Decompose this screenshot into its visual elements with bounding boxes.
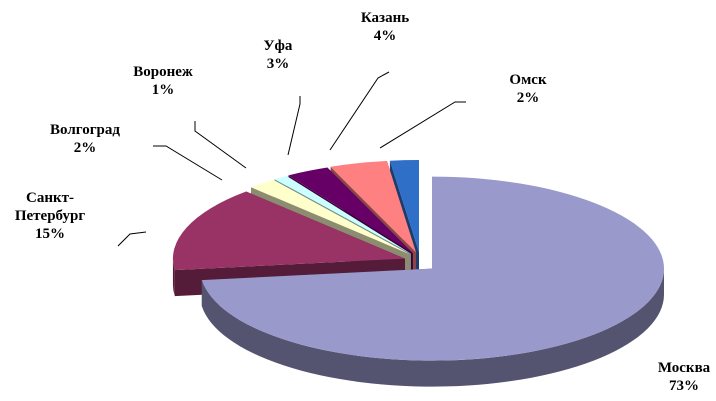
pie	[172, 160, 665, 387]
slice	[250, 179, 410, 255]
value-label: 2%	[74, 140, 97, 156]
value-label: 1%	[152, 82, 175, 98]
leader-line	[379, 101, 466, 149]
category-label: Казань	[361, 10, 409, 26]
value-label: 15%	[35, 226, 65, 242]
slice	[330, 161, 417, 253]
slice-side	[201, 268, 665, 387]
slice	[172, 191, 405, 271]
labels: Москва 73% Санкт- Петербург 15% Волгоград 2% Во…	[15, 10, 711, 394]
slice	[288, 167, 413, 254]
slice	[389, 160, 419, 253]
leader-lines	[117, 71, 466, 247]
category-label: Омск	[509, 72, 547, 88]
value-label: 2%	[517, 90, 540, 106]
slice	[274, 176, 412, 254]
category-label: Уфа	[264, 38, 293, 54]
value-label: 3%	[267, 56, 290, 72]
category-label: Воронеж	[133, 64, 193, 80]
leader-line	[153, 145, 223, 181]
leader-line	[287, 96, 301, 156]
value-label: 73%	[669, 378, 699, 394]
leader-line	[194, 121, 247, 169]
category-label: Волгоград	[50, 122, 120, 138]
category-label: Санкт-	[26, 190, 74, 206]
leader-line	[329, 71, 390, 151]
value-label: 4%	[374, 28, 397, 44]
slice-side	[172, 258, 175, 297]
category-label: Петербург	[15, 208, 85, 224]
category-label: Москва	[658, 360, 711, 376]
leader-line	[117, 231, 147, 247]
slice	[201, 176, 665, 361]
